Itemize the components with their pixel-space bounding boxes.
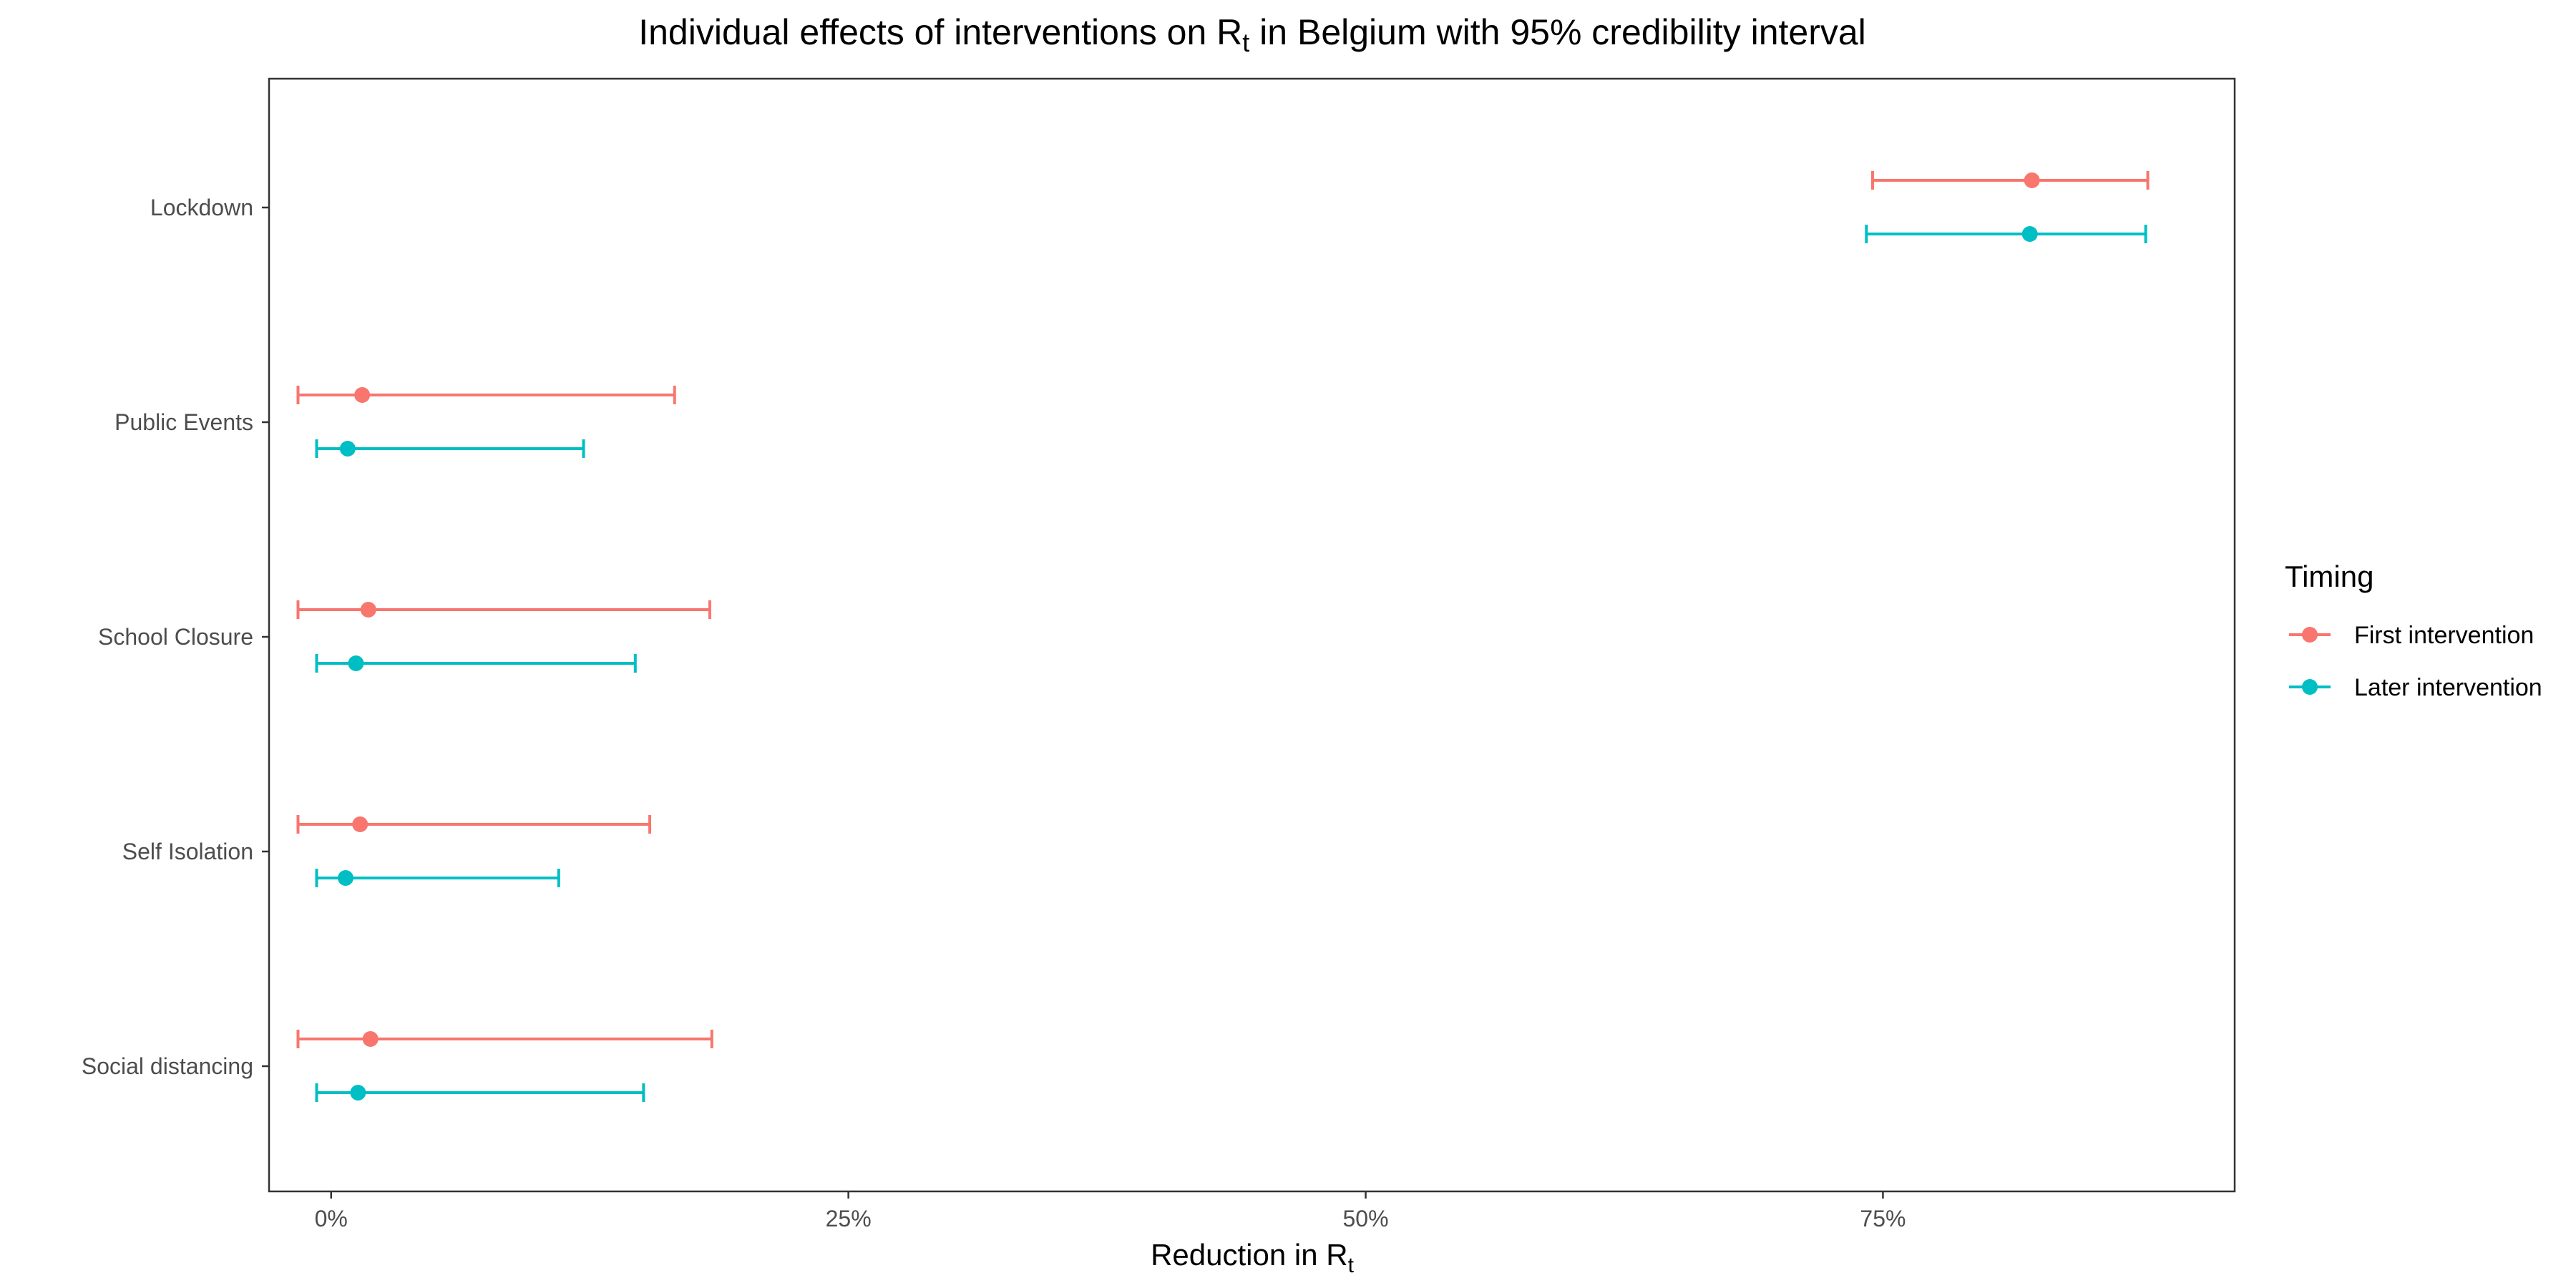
point-later-intervention-public-events <box>339 441 356 457</box>
point-first-intervention-school-closure <box>360 602 376 618</box>
point-first-intervention-lockdown <box>2024 172 2040 188</box>
point-later-intervention-social-distancing <box>350 1085 366 1101</box>
title-country: Belgium <box>1297 12 1427 52</box>
title-prefix: Individual effects of interventions on <box>638 12 1216 52</box>
data-marks <box>296 171 2150 1102</box>
point-first-intervention-public-events <box>354 387 371 403</box>
x-tick-label-0: 0% <box>315 1206 348 1231</box>
y-tick-label-social-distancing: Social distancing <box>82 1053 253 1079</box>
y-tick-label-self-isolation: Self Isolation <box>122 839 253 864</box>
title-suffix: with 95% credibility interval <box>1427 12 1866 52</box>
series-first-intervention <box>296 171 2150 1048</box>
y-axis: Lockdown Public Events School Closure Self … <box>82 195 269 1079</box>
xlabel-prefix: Reduction in <box>1151 1238 1326 1272</box>
plot-panel <box>268 77 2236 1193</box>
x-axis-title: Reduction in Rt <box>1151 1238 1355 1277</box>
legend-label-first-intervention: First intervention <box>2354 622 2534 649</box>
xlabel-rt-sub: t <box>1348 1254 1355 1277</box>
point-later-intervention-school-closure <box>348 655 364 671</box>
title-country-prefix: in <box>1249 12 1297 52</box>
title-rt-main: R <box>1216 12 1242 52</box>
point-later-intervention-lockdown <box>2021 226 2038 242</box>
x-tick-label-25: 25% <box>826 1206 872 1231</box>
chart-title: Individual effects of interventions on R… <box>638 12 1866 57</box>
point-first-intervention-self-isolation <box>352 816 369 832</box>
x-tick-label-75: 75% <box>1860 1206 1906 1231</box>
legend-key-point-first-intervention <box>2302 627 2318 643</box>
legend-title: Timing <box>2285 560 2373 593</box>
xlabel-rt-main: R <box>1326 1238 1347 1272</box>
series-later-intervention <box>315 225 2147 1102</box>
y-tick-label-lockdown: Lockdown <box>150 195 253 220</box>
legend-label-later-intervention: Later intervention <box>2354 674 2542 701</box>
x-tick-label-50: 50% <box>1343 1206 1389 1231</box>
x-axis: 0% 25% 50% 75% <box>315 1191 1906 1231</box>
legend: Timing First intervention Later intervent… <box>2285 560 2542 701</box>
y-tick-label-school-closure: School Closure <box>98 624 253 650</box>
point-later-intervention-self-isolation <box>337 870 353 886</box>
y-tick-label-public-events: Public Events <box>114 409 253 435</box>
point-first-intervention-social-distancing <box>362 1031 379 1047</box>
title-rt-sub: t <box>1242 28 1249 57</box>
legend-key-point-later-intervention <box>2302 679 2318 695</box>
